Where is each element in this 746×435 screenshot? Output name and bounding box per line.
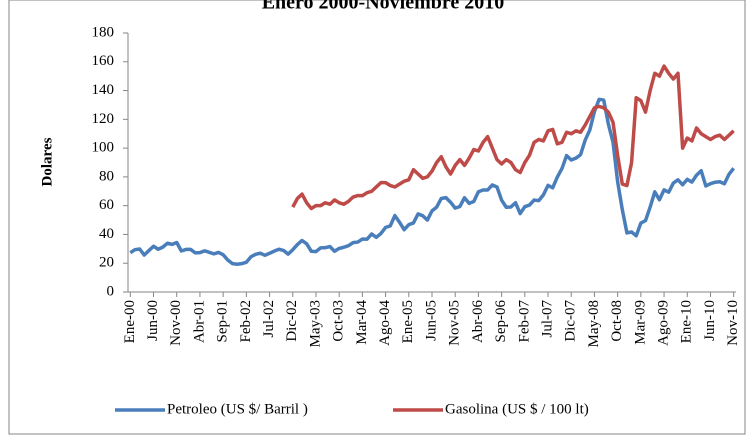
x-tick-label: Dic-02 — [284, 300, 300, 342]
x-tick-label: Jun-00 — [145, 300, 161, 341]
x-tick-label: Ene-00 — [122, 300, 138, 343]
x-tick-label: Nov-05 — [447, 300, 463, 346]
y-tick-label: 0 — [107, 283, 115, 299]
x-tick-label: Ago-09 — [655, 300, 671, 346]
y-tick-label: 40 — [99, 226, 114, 242]
y-axis-label: Dolares — [39, 137, 55, 186]
y-tick-label: 100 — [92, 140, 115, 156]
x-tick-label: Mar-09 — [632, 300, 648, 345]
x-tick-label: Ene-05 — [400, 300, 416, 343]
x-tick-label: Jun-05 — [423, 300, 439, 341]
x-tick-label: Oct-08 — [609, 300, 625, 342]
y-tick-label: 180 — [92, 24, 115, 40]
y-tick-label: 20 — [99, 255, 114, 271]
x-tick-label: Nov-00 — [168, 300, 184, 346]
x-tick-label: Abr-01 — [191, 300, 207, 343]
x-tick-label: Abr-06 — [470, 300, 486, 344]
x-tick-label: Ene-10 — [679, 300, 695, 343]
y-tick-label: 80 — [99, 168, 114, 184]
legend-label: Gasolina (US $ / 100 lt) — [445, 401, 589, 417]
x-tick-label: Feb-07 — [516, 300, 532, 343]
x-tick-label: Mar-04 — [354, 300, 370, 345]
series-line — [291, 64, 735, 211]
x-tick-label: Oct-03 — [331, 300, 347, 342]
y-tick-label: 140 — [92, 82, 115, 98]
x-tick-label: Jun-10 — [702, 300, 718, 341]
x-tick-label: Dic-07 — [563, 300, 579, 342]
y-tick-label: 120 — [92, 111, 115, 127]
x-tick-label: Feb-02 — [238, 300, 254, 343]
x-tick-label: Sep-06 — [493, 300, 509, 343]
y-tick-label: 160 — [92, 53, 115, 69]
x-tick-label: Ago-04 — [377, 300, 393, 346]
x-tick-label: Jul-02 — [261, 300, 277, 338]
x-tick-label: May-08 — [586, 300, 602, 348]
legend-label: Petroleo (US $/ Barril ) — [167, 401, 308, 417]
chart-border — [8, 0, 746, 435]
series-line — [129, 97, 736, 266]
x-tick-label: Sep-01 — [215, 300, 231, 343]
x-tick-label: May-03 — [307, 300, 323, 348]
x-tick-label: Jul-07 — [539, 300, 555, 338]
x-tick-label: Nov-10 — [725, 300, 741, 346]
chart-title: Enero 2000-Noviembre 2010 — [262, 0, 505, 14]
y-tick-label: 60 — [99, 197, 114, 213]
